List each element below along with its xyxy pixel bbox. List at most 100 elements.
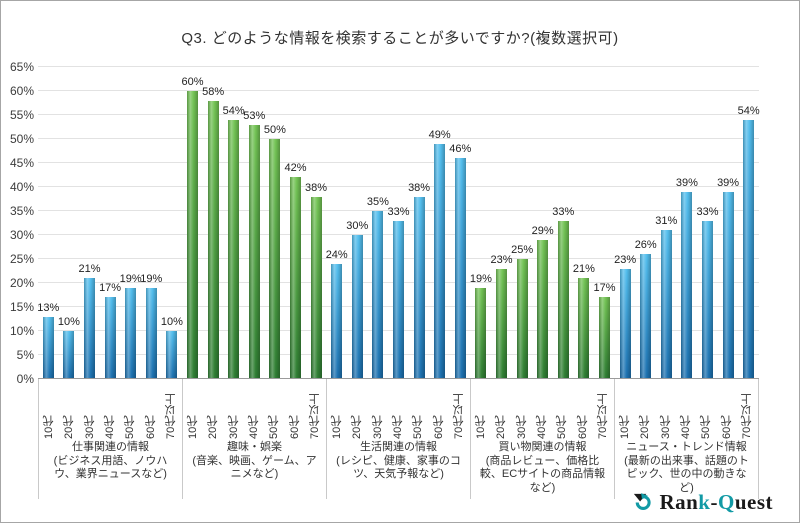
- age-label: 50代: [553, 379, 573, 439]
- bar-value-label: 50%: [263, 124, 286, 136]
- logo-text-segment: -: [710, 490, 718, 514]
- age-label-text: 10代: [618, 415, 631, 439]
- age-label: 40代: [532, 379, 552, 439]
- age-label: 30代: [368, 379, 388, 439]
- age-label: 10代: [471, 379, 491, 439]
- bar-slot: 42%: [284, 67, 306, 379]
- bar-value-label: 38%: [305, 181, 328, 194]
- bar: 21%: [573, 263, 595, 379]
- age-label: 60代: [717, 379, 737, 439]
- age-label-text: 30代: [515, 415, 528, 439]
- category-group: 10代 20代 30代 40代 50代 60代 70代以上 ニュース・トレンド情報 (最新の出来…: [614, 379, 759, 499]
- y-tick-label: 5%: [16, 348, 34, 362]
- logo-text-segment: Ran: [659, 490, 699, 514]
- bar: 58%: [202, 86, 224, 379]
- bar-slot: 30%: [346, 67, 368, 379]
- group-caption: ニュース・トレンド情報 (最新の出来事、話題のトピック、世の中の動きなど): [615, 439, 758, 499]
- age-label-text: 70代以上: [309, 393, 322, 439]
- age-label: 40代: [676, 379, 696, 439]
- age-label-row: 10代 20代 30代 40代 50代 60代 70代以上: [183, 379, 326, 439]
- age-label-text: 30代: [371, 415, 384, 439]
- bar-slot: 53%: [243, 67, 266, 379]
- bar-slot: 38%: [305, 67, 327, 379]
- bar-slot: 54%: [222, 67, 245, 379]
- age-label: 60代: [429, 379, 449, 439]
- plot-area: 13% 10% 21% 17% 19% 19% 10% 60% 58% 54% 53% 50% 42% 3…: [37, 66, 760, 379]
- bar-groups: 13% 10% 21% 17% 19% 19% 10% 60% 58% 54% 53% 50% 42% 3…: [37, 67, 760, 379]
- age-label: 70代以上: [450, 379, 470, 439]
- bar-slot: 25%: [511, 67, 533, 379]
- age-label-text: 50代: [556, 415, 569, 439]
- age-label-text: 40代: [535, 415, 548, 439]
- bar: 60%: [181, 76, 204, 379]
- age-label-text: 60代: [144, 415, 157, 439]
- bar: 38%: [305, 182, 327, 379]
- age-label-text: 30代: [227, 415, 240, 439]
- bar-slot: 21%: [78, 67, 101, 379]
- group-caption-title: 生活関連の情報: [360, 441, 437, 453]
- age-label-text: 10代: [330, 415, 343, 439]
- age-label-text: 30代: [659, 415, 672, 439]
- age-label-text: 50代: [700, 415, 713, 439]
- bar: 23%: [614, 254, 636, 379]
- bar-value-label: 10%: [160, 316, 183, 328]
- y-tick-label: 10%: [9, 324, 34, 338]
- bar: 33%: [552, 206, 574, 379]
- age-label-text: 70代以上: [597, 393, 610, 439]
- age-label: 70代以上: [306, 379, 326, 439]
- bar-value-label: 35%: [366, 196, 389, 208]
- age-label-text: 20代: [639, 415, 652, 439]
- gridline: [38, 90, 759, 91]
- bar: 39%: [717, 177, 739, 379]
- bar-slot: 54%: [738, 67, 760, 379]
- bar-slot: 13%: [37, 67, 59, 379]
- bar-value-label: 26%: [634, 239, 657, 252]
- bar-value-label: 54%: [222, 104, 245, 117]
- bar-value-label: 38%: [408, 181, 431, 194]
- group-caption-subtitle: (音楽、映画、ゲーム、アニメなど): [192, 454, 317, 481]
- bar: 26%: [635, 239, 657, 379]
- group-caption-title: 仕事関連の情報: [72, 441, 149, 453]
- group-caption-subtitle: (レシピ、健康、家事のコツ、天気予報など): [336, 454, 461, 481]
- age-label: 70代以上: [738, 379, 758, 439]
- bar-value-label: 49%: [428, 128, 451, 141]
- bar-slot: 23%: [490, 67, 513, 379]
- age-label-text: 70代以上: [741, 393, 754, 439]
- age-label: 60代: [573, 379, 593, 439]
- age-label-text: 70代以上: [165, 393, 178, 439]
- y-tick-label: 30%: [9, 228, 34, 242]
- bar: 42%: [284, 162, 306, 379]
- age-label-text: 40代: [679, 415, 692, 439]
- group-caption-title: ニュース・トレンド情報: [626, 441, 747, 453]
- bar-value-label: 33%: [696, 205, 719, 218]
- bar: 25%: [511, 244, 533, 379]
- age-label: 30代: [80, 379, 100, 439]
- age-label-text: 40代: [103, 415, 116, 439]
- bar-value-label: 10%: [57, 316, 80, 328]
- bar: 54%: [738, 105, 760, 379]
- y-tick-label: 25%: [9, 252, 34, 266]
- age-label: 10代: [615, 379, 635, 439]
- bar: 39%: [676, 177, 698, 379]
- y-tick-label: 60%: [9, 84, 34, 98]
- bar: 33%: [696, 206, 719, 379]
- bar: 17%: [99, 282, 121, 379]
- age-label: 40代: [388, 379, 408, 439]
- gridline: [38, 162, 759, 163]
- y-tick-label: 15%: [9, 300, 34, 314]
- age-label-text: 20代: [495, 415, 508, 439]
- age-label: 30代: [512, 379, 532, 439]
- bar-slot: 38%: [408, 67, 430, 379]
- bar: 13%: [37, 302, 59, 379]
- bar-slot: 50%: [263, 67, 286, 379]
- category-group: 10代 20代 30代 40代 50代 60代 70代以上 生活関連の情報 (レシピ、健康、家事…: [326, 379, 470, 499]
- bar-value-label: 30%: [346, 220, 369, 232]
- bar-value-label: 53%: [243, 109, 266, 122]
- group-caption: 仕事関連の情報 (ビジネス用語、ノウハウ、業界ニュースなど): [39, 439, 182, 486]
- age-label-text: 10代: [474, 415, 487, 439]
- bar-slot: 24%: [326, 67, 348, 379]
- bar: 21%: [78, 263, 101, 379]
- bar-value-label: 23%: [490, 253, 513, 266]
- bar: 38%: [408, 182, 430, 379]
- bar: 30%: [346, 220, 368, 379]
